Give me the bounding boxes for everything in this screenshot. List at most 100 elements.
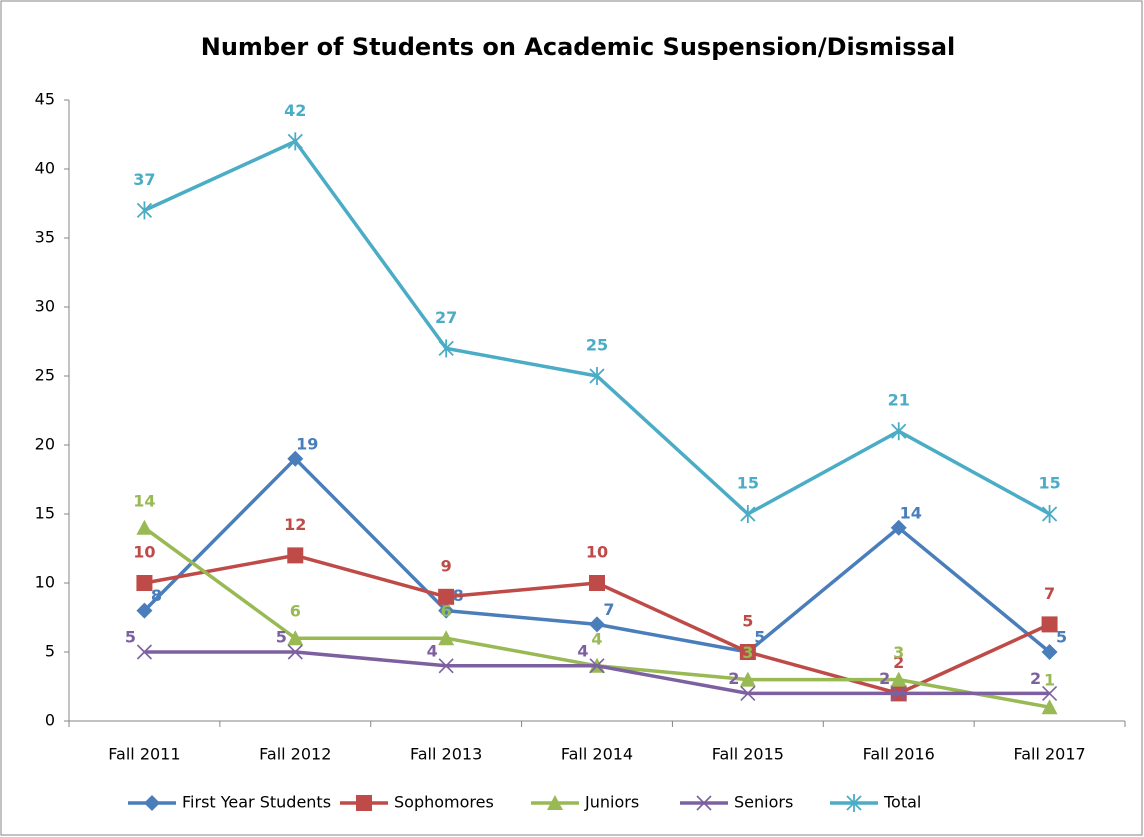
marker [890, 671, 907, 687]
marker [891, 685, 907, 701]
data-label: 9 [441, 556, 452, 575]
data-label: 5 [125, 628, 136, 647]
marker [438, 339, 454, 358]
marker [1042, 685, 1058, 701]
marker [740, 685, 756, 701]
data-label: 2 [893, 653, 904, 672]
marker [438, 588, 455, 605]
data-label: 4 [427, 641, 438, 660]
marker [1041, 644, 1058, 660]
marker [547, 795, 563, 810]
y-tick-label: 5 [45, 642, 55, 661]
y-tick-label: 0 [45, 711, 55, 730]
data-label: 6 [290, 602, 301, 621]
marker [136, 644, 152, 660]
legend-item: Seniors [680, 793, 793, 812]
data-label: 27 [435, 308, 457, 327]
marker [846, 794, 862, 812]
x-tick-label: Fall 2011 [108, 745, 180, 764]
legend-item: First Year Students [128, 793, 331, 812]
marker [438, 602, 455, 619]
x-tick-label: Fall 2012 [259, 745, 331, 764]
legend-item: Juniors [531, 793, 639, 812]
data-label: 2 [879, 669, 890, 688]
legend-label: Sophomores [394, 793, 494, 812]
marker [891, 422, 907, 441]
y-tick-label: 45 [35, 90, 55, 109]
data-label: 15 [1038, 474, 1060, 493]
chart-title: Number of Students on Academic Suspensio… [201, 33, 956, 61]
data-label: 2 [728, 669, 739, 688]
data-label: 10 [133, 543, 155, 562]
data-label: 25 [586, 336, 608, 355]
marker [739, 671, 756, 687]
marker [438, 630, 455, 646]
marker [136, 575, 153, 591]
data-label: 4 [591, 629, 602, 648]
marker [136, 519, 153, 535]
data-label: 3 [742, 643, 753, 662]
data-label: 1 [1044, 671, 1055, 690]
y-tick-label: 10 [35, 573, 55, 592]
data-label: 2 [1030, 669, 1041, 688]
x-tick-label: Fall 2014 [561, 745, 633, 764]
data-label: 3 [893, 643, 904, 662]
marker [589, 575, 605, 591]
marker [136, 201, 153, 220]
marker [1041, 505, 1058, 523]
marker [438, 658, 454, 674]
legend-label: First Year Students [182, 793, 331, 812]
y-tick-label: 35 [35, 228, 55, 247]
marker [287, 644, 303, 660]
data-label: 8 [151, 586, 162, 605]
marker [589, 367, 605, 385]
data-label: 5 [754, 628, 765, 647]
data-label: 12 [284, 515, 306, 534]
marker [287, 132, 303, 151]
data-label: 15 [737, 474, 759, 493]
marker [1041, 616, 1058, 633]
data-label: 7 [1044, 584, 1055, 603]
x-tick-label: Fall 2016 [863, 745, 935, 764]
marker [739, 644, 756, 660]
marker [287, 630, 304, 646]
data-label: 10 [586, 543, 608, 562]
data-label: 5 [1056, 628, 1067, 647]
y-tick-label: 40 [35, 159, 55, 178]
marker [287, 547, 304, 564]
y-tick-label: 15 [35, 504, 55, 523]
marker [696, 795, 712, 811]
legend-label: Seniors [734, 793, 793, 812]
marker [589, 616, 605, 633]
marker [1041, 699, 1058, 715]
data-label: 14 [133, 491, 155, 510]
data-label: 19 [296, 434, 318, 453]
y-tick-label: 30 [35, 297, 55, 316]
marker [144, 795, 160, 811]
marker [589, 658, 605, 674]
data-label: 37 [133, 170, 155, 189]
data-label: 42 [284, 101, 306, 120]
data-label: 21 [888, 391, 910, 410]
data-label: 6 [441, 602, 452, 621]
marker [136, 602, 153, 619]
marker [287, 450, 304, 467]
x-tick-label: Fall 2013 [410, 745, 482, 764]
x-tick-label: Fall 2015 [712, 745, 784, 764]
data-label: 4 [577, 641, 588, 660]
data-label: 14 [900, 503, 922, 522]
x-tick-label: Fall 2017 [1013, 745, 1085, 764]
legend-item: Total [830, 793, 921, 812]
legend-label: Juniors [584, 793, 639, 812]
marker [890, 519, 907, 536]
marker [356, 795, 372, 811]
legend-label: Total [883, 793, 921, 812]
legend-item: Sophomores [340, 793, 494, 812]
y-tick-label: 25 [35, 366, 55, 385]
marker [740, 505, 756, 523]
data-label: 5 [276, 628, 287, 647]
data-label: 7 [603, 600, 614, 619]
